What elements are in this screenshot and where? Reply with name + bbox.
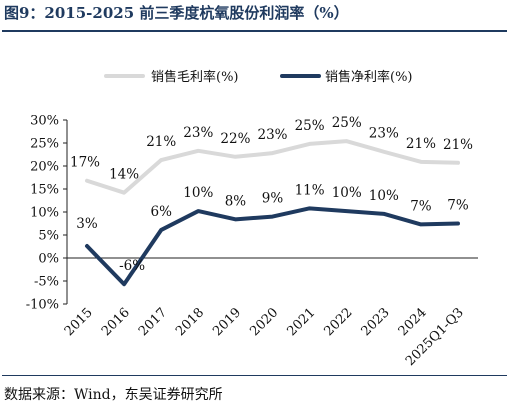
y-tick-label: 25% xyxy=(30,137,59,152)
x-tick-label: 2022 xyxy=(322,305,356,339)
series-line xyxy=(85,139,460,195)
data-label: 25% xyxy=(295,118,325,134)
x-tick-label: 2016 xyxy=(99,305,133,339)
data-label: 8% xyxy=(225,193,247,209)
data-label: 10% xyxy=(332,185,362,201)
data-label: 22% xyxy=(220,131,250,147)
data-label: 25% xyxy=(332,115,362,131)
figure-title: 图9：2015-2025 前三季度杭氧股份利润率（%） xyxy=(4,4,349,22)
legend-label: 销售净利率(%) xyxy=(325,69,413,85)
y-tick-label: 20% xyxy=(30,160,59,175)
data-label: 7% xyxy=(410,198,432,214)
data-label: 23% xyxy=(257,127,287,143)
data-label: 21% xyxy=(443,137,473,153)
y-tick-label: 0% xyxy=(38,252,59,267)
title-divider xyxy=(2,30,507,32)
x-tick-label: 2020 xyxy=(247,305,281,339)
data-label: 23% xyxy=(369,126,399,142)
y-tick-label: 10% xyxy=(30,206,59,221)
x-tick-label: 2023 xyxy=(359,305,393,339)
data-label: 21% xyxy=(146,134,176,150)
x-tick-label: 2015 xyxy=(62,305,96,339)
footer-divider xyxy=(2,375,507,376)
y-tick-label: 5% xyxy=(38,229,59,244)
data-label: 23% xyxy=(183,125,213,141)
data-label: 3% xyxy=(76,216,98,232)
data-label: 14% xyxy=(109,167,139,183)
legend-label: 销售毛利率(%) xyxy=(151,69,239,85)
data-label: 21% xyxy=(406,136,436,152)
data-label: 17% xyxy=(70,155,100,171)
data-label: 7% xyxy=(447,198,469,214)
data-label: 11% xyxy=(295,182,325,198)
y-tick-label: -10% xyxy=(26,298,59,313)
data-label: -6% xyxy=(119,258,145,274)
data-label: 10% xyxy=(369,188,399,204)
y-tick-label: 30% xyxy=(30,114,59,129)
x-tick-label: 2018 xyxy=(173,305,207,339)
y-tick-label: -5% xyxy=(34,275,59,290)
x-tick-label: 2021 xyxy=(284,305,318,339)
x-tick-label: 2017 xyxy=(136,305,170,339)
source-note: 数据来源：Wind，东吴证券研究所 xyxy=(4,387,223,403)
x-tick-label: 2019 xyxy=(210,305,244,339)
data-label: 10% xyxy=(183,185,213,201)
y-tick-label: 15% xyxy=(30,183,59,198)
data-label: 9% xyxy=(262,191,284,207)
data-label: 6% xyxy=(150,204,172,220)
x-tick-label: 2024 xyxy=(396,305,430,339)
